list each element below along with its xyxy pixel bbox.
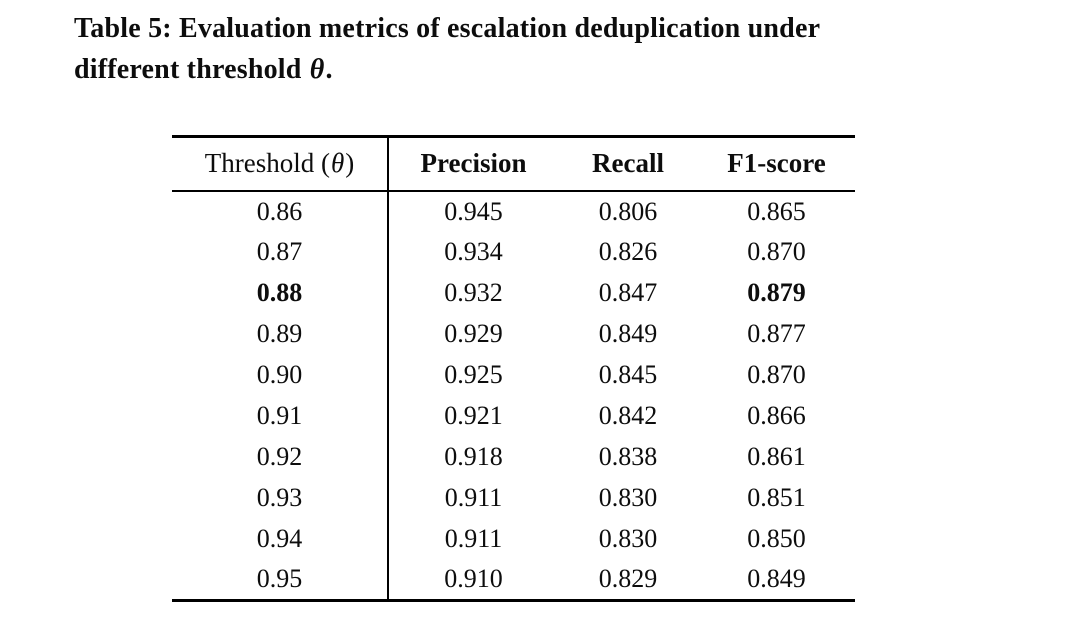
table-row: 0.87 0.934 0.826 0.870: [172, 231, 855, 273]
header-row: Threshold (θ) Precision Recall F1-score: [172, 136, 855, 192]
cell-precision: 0.911: [387, 477, 558, 519]
cell-recall: 0.849: [598, 319, 658, 348]
cell-f1: 0.870: [747, 237, 806, 266]
table-row: 0.92 0.918 0.838 0.861: [172, 436, 855, 478]
cell-recall: 0.830: [598, 524, 658, 553]
cell-f1: 0.861: [747, 442, 806, 471]
header-precision: Precision: [387, 136, 558, 192]
table-row: 0.93 0.911 0.830 0.851: [172, 477, 855, 519]
cell-recall: 0.847: [598, 278, 658, 307]
theta-symbol: θ: [330, 148, 345, 179]
cell-f1: 0.870: [747, 360, 806, 389]
table-body: 0.86 0.945 0.806 0.865 0.87 0.934 0.826 …: [172, 190, 855, 601]
cell-threshold: 0.90: [256, 360, 303, 389]
cell-threshold: 0.91: [256, 401, 303, 430]
cell-f1: 0.849: [747, 564, 806, 594]
cell-f1: 0.865: [747, 196, 806, 226]
theta-symbol: θ: [309, 54, 325, 85]
cell-f1: 0.866: [747, 401, 806, 430]
cell-threshold: 0.87: [256, 237, 303, 266]
cell-threshold: 0.92: [256, 442, 303, 471]
cell-precision: 0.925: [387, 354, 558, 396]
cell-precision: 0.945: [387, 190, 558, 232]
table-row: 0.88 0.932 0.847 0.879: [172, 272, 855, 314]
table-row: 0.90 0.925 0.845 0.870: [172, 354, 855, 396]
cell-f1: 0.850: [747, 524, 806, 553]
cell-recall: 0.826: [598, 237, 658, 266]
header-f1: F1-score: [698, 136, 855, 192]
cell-threshold: 0.95: [256, 564, 303, 594]
cell-precision: 0.934: [387, 231, 558, 273]
table-row: 0.86 0.945 0.806 0.865: [172, 190, 855, 232]
cell-recall: 0.845: [598, 360, 658, 389]
cell-threshold: 0.89: [256, 319, 303, 348]
header-recall: Recall: [558, 136, 698, 192]
cell-recall: 0.830: [598, 483, 658, 512]
cell-recall: 0.842: [598, 401, 658, 430]
cell-precision: 0.932: [387, 272, 558, 314]
table-row: 0.91 0.921 0.842 0.866: [172, 395, 855, 437]
cell-precision: 0.918: [387, 436, 558, 478]
cell-precision: 0.911: [387, 518, 558, 560]
cell-threshold: 0.94: [256, 524, 303, 553]
cell-precision: 0.910: [387, 559, 558, 601]
cell-threshold: 0.86: [256, 196, 303, 226]
cell-recall: 0.838: [598, 442, 658, 471]
cell-threshold: 0.93: [256, 483, 303, 512]
caption-line1: Table 5: Evaluation metrics of escalatio…: [74, 13, 821, 44]
table-row: 0.95 0.910 0.829 0.849: [172, 559, 855, 601]
cell-threshold: 0.88: [256, 278, 303, 307]
cell-f1: 0.877: [747, 319, 806, 348]
metrics-table: Threshold (θ) Precision Recall F1-score …: [172, 135, 855, 602]
table-row: 0.89 0.929 0.849 0.877: [172, 313, 855, 355]
cell-f1: 0.851: [747, 483, 806, 512]
cell-precision: 0.921: [387, 395, 558, 437]
table-row: 0.94 0.911 0.830 0.850: [172, 518, 855, 560]
header-threshold: Threshold (θ): [172, 136, 388, 192]
caption-line2: different threshold θ.: [74, 54, 333, 85]
cell-f1: 0.879: [747, 278, 806, 307]
table-caption: Table 5: Evaluation metrics of escalatio…: [74, 8, 1024, 90]
cell-precision: 0.929: [387, 313, 558, 355]
cell-recall: 0.829: [598, 564, 658, 594]
cell-recall: 0.806: [598, 196, 658, 226]
